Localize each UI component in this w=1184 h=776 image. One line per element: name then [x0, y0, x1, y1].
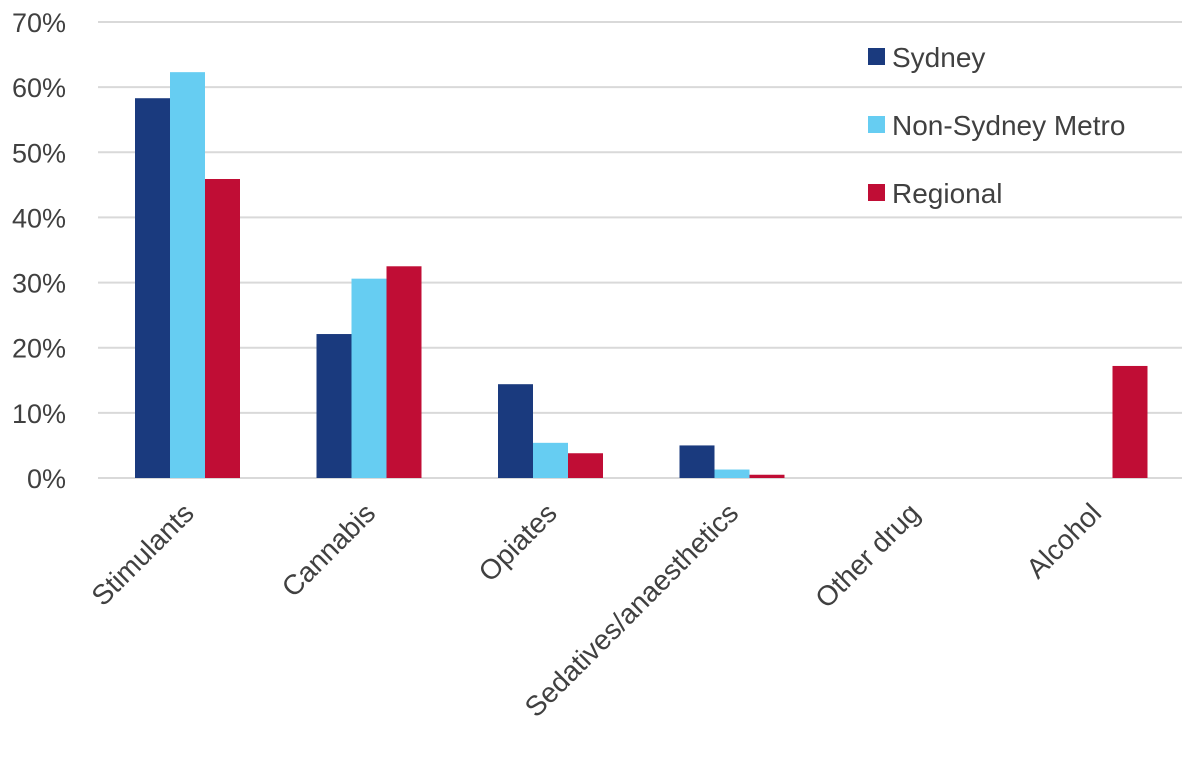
x-category-label: Cannabis: [276, 497, 382, 603]
legend-label: Sydney: [892, 42, 985, 73]
x-category-label: Alcohol: [1020, 497, 1107, 584]
bar: [568, 453, 603, 478]
bar: [170, 72, 205, 478]
legend-swatch: [868, 116, 885, 133]
bar: [135, 98, 170, 479]
y-tick-label: 0%: [27, 464, 66, 494]
bar: [749, 474, 785, 478]
bar: [316, 334, 352, 478]
x-axis-category-labels: Stimulants Cannabis OpiatesSedatives/anaes…: [85, 497, 1107, 723]
x-category-label: Stimulants: [85, 497, 199, 611]
y-tick-label: 40%: [12, 203, 66, 233]
bar: [679, 445, 715, 478]
legend: Sydney Non-Sydney Metro Regional: [868, 42, 1125, 209]
x-category-label: Sedatives/anaesthetics: [519, 497, 745, 723]
bar: [205, 178, 240, 478]
bar: [351, 278, 387, 478]
legend-swatch: [868, 48, 885, 65]
x-category-label: Opiates: [473, 497, 563, 587]
bar: [386, 266, 422, 478]
bar: [498, 384, 533, 478]
bars: [135, 72, 1148, 479]
y-tick-label: 70%: [12, 8, 66, 38]
y-tick-label: 30%: [12, 269, 66, 299]
bar: [533, 442, 568, 478]
bar: [714, 469, 750, 478]
legend-label: Non-Sydney Metro: [892, 110, 1125, 141]
legend-label: Regional: [892, 178, 1003, 209]
gridlines: [98, 21, 1182, 479]
bar: [1112, 365, 1148, 478]
y-tick-label: 60%: [12, 73, 66, 103]
y-tick-label: 50%: [12, 138, 66, 168]
x-category-label: Other drug: [809, 497, 926, 614]
y-tick-label: 10%: [12, 399, 66, 429]
y-axis-tick-labels: 0% 10% 20% 30% 40% 50% 60% 70%: [12, 8, 66, 494]
y-tick-label: 20%: [12, 334, 66, 364]
legend-swatch: [868, 184, 885, 201]
